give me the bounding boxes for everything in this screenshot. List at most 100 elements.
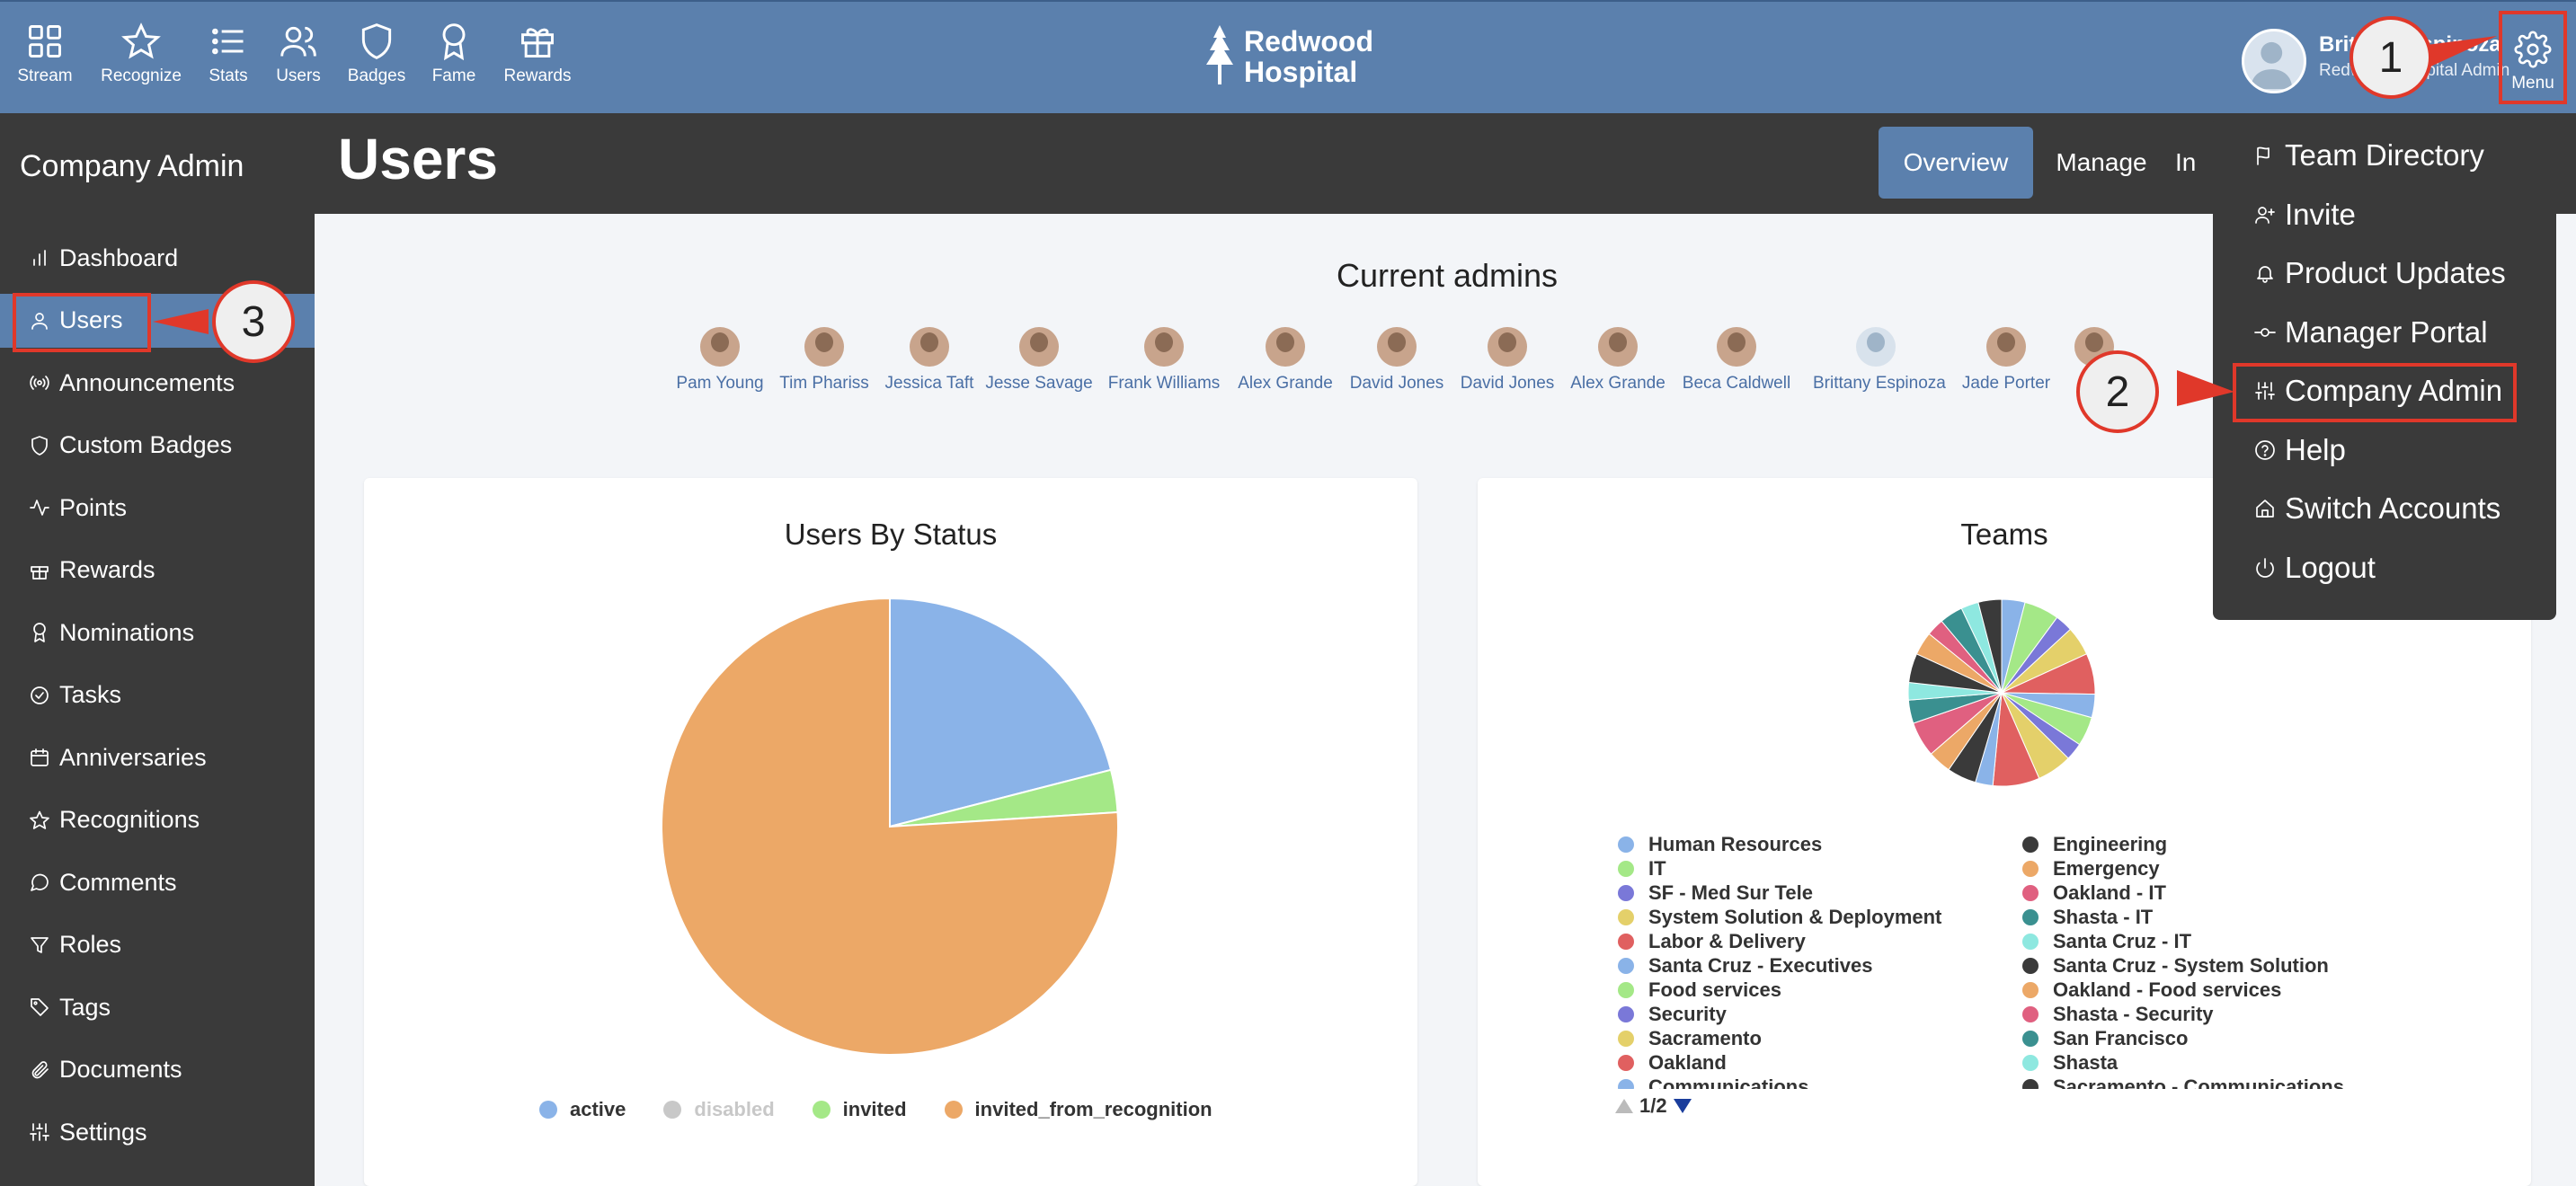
admin-person[interactable]: David Jones [1444, 327, 1570, 394]
admin-person[interactable]: Jesse Savage [976, 327, 1102, 394]
pie-slice-sacramento-communications[interactable] [1977, 598, 2003, 694]
legend-item[interactable]: Shasta - IT [2022, 905, 2400, 929]
brand-logo[interactable]: Redwood Hospital [1204, 25, 1373, 88]
admin-person[interactable]: Brittany Espinoza [1813, 327, 1946, 394]
nav-users[interactable]: Users [258, 22, 339, 86]
legend-item[interactable]: San Francisco [2022, 1026, 2400, 1050]
legend-item[interactable]: Sacramento [1618, 1026, 1995, 1050]
legend-item[interactable]: Santa Cruz - Executives [1618, 953, 1995, 978]
triangle-up-icon[interactable] [1614, 1097, 1634, 1115]
legend-item[interactable]: Oakland [1618, 1050, 1995, 1075]
paperclip-icon [31, 1060, 49, 1078]
nav-stream[interactable]: Stream [4, 22, 85, 86]
sidebar-item-rewards[interactable]: Rewards [0, 544, 315, 597]
nav-stats[interactable]: Stats [188, 22, 269, 86]
legend-item[interactable]: Emergency [2022, 856, 2400, 881]
triangle-down-icon[interactable] [1673, 1097, 1692, 1115]
avatar [1856, 327, 1896, 367]
legend-item[interactable]: Sacramento - Communications [2022, 1075, 2400, 1089]
legend-item[interactable]: Food services [1618, 978, 1995, 1002]
tab-manage[interactable]: Manage [2056, 148, 2147, 176]
nav-recognize[interactable]: Recognize [101, 22, 182, 86]
menu-item-team-directory[interactable]: Team Directory [2254, 138, 2484, 173]
teams-legend-col-1: Human Resources IT SF - Med Sur Tele System… [1618, 832, 1995, 1089]
legend-item[interactable]: IT [1618, 856, 1995, 881]
legend-item[interactable]: Santa Cruz - IT [2022, 929, 2400, 953]
users-by-status-pie [661, 597, 1119, 1056]
admin-person[interactable]: Jessica Taft [866, 327, 992, 394]
gear-icon [2514, 31, 2552, 68]
legend-item[interactable]: System Solution & Deployment [1618, 905, 1995, 929]
menu-item-company-admin[interactable]: Company Admin [2254, 374, 2502, 408]
admin-person[interactable]: Tim Phariss [761, 327, 887, 394]
user-avatar[interactable] [2242, 29, 2306, 93]
menu-item-manager-portal[interactable]: Manager Portal [2254, 315, 2488, 350]
admin-person[interactable]: Beca Caldwell [1674, 327, 1799, 394]
menu-item-help[interactable]: Help [2254, 433, 2346, 467]
legend-item[interactable]: Oakland - IT [2022, 881, 2400, 905]
admin-person[interactable]: Frank Williams [1101, 327, 1227, 394]
tab-overview[interactable]: Overview [1879, 127, 2033, 199]
sidebar-item-documents[interactable]: Documents [0, 1043, 315, 1097]
legend-item[interactable]: Communications [1618, 1075, 1995, 1089]
legend-page: 1/2 [1639, 1094, 1667, 1117]
legend-item[interactable]: SF - Med Sur Tele [1618, 881, 1995, 905]
menu-item-label: Logout [2285, 550, 2376, 584]
nav-badges[interactable]: Badges [336, 22, 417, 86]
legend-item[interactable]: Engineering [2022, 832, 2400, 856]
tree-icon [1206, 25, 1233, 84]
menu-button[interactable]: Menu [2499, 11, 2567, 104]
avatar [1717, 327, 1756, 367]
sidebar-item-custom-badges[interactable]: Custom Badges [0, 419, 315, 473]
sidebar-item-points[interactable]: Points [0, 481, 315, 535]
legend-label: IT [1648, 856, 1666, 880]
sidebar-item-tasks[interactable]: Tasks [0, 668, 315, 722]
legend-dot [1618, 933, 1634, 950]
legend-item[interactable]: Human Resources [1618, 832, 1995, 856]
legend-dot [2022, 1054, 2039, 1071]
legend-item-active[interactable]: active [539, 1098, 626, 1121]
menu-item-invite[interactable]: Invite [2254, 198, 2356, 232]
sidebar-item-nominations[interactable]: Nominations [0, 606, 315, 659]
legend-item[interactable]: Oakland - Food services [2022, 978, 2400, 1002]
avatar [804, 327, 844, 367]
legend-item-invited[interactable]: invited [812, 1098, 907, 1121]
legend-item-invited-from-recognition[interactable]: invited_from_recognition [944, 1098, 1212, 1121]
legend-item[interactable]: Shasta - Security [2022, 1002, 2400, 1026]
legend-dot [2022, 1078, 2039, 1089]
sidebar-item-announcements[interactable]: Announcements [0, 356, 315, 410]
pie-slice-invited-from-recognition[interactable] [661, 597, 1119, 1056]
sidebar-item-anniversaries[interactable]: Anniversaries [0, 730, 315, 784]
sidebar-item-label: Custom Badges [59, 431, 233, 458]
nav-fame[interactable]: Fame [413, 22, 494, 86]
sidebar-item-roles[interactable]: Roles [0, 918, 315, 972]
menu-item-logout[interactable]: Logout [2254, 551, 2376, 585]
pie-slice-active[interactable] [889, 597, 1113, 828]
sidebar-item-comments[interactable]: Comments [0, 855, 315, 909]
sidebar-item-recognitions[interactable]: Recognitions [0, 793, 315, 847]
admin-person[interactable]: Alex Grande [1222, 327, 1348, 394]
admin-person[interactable]: David Jones [1334, 327, 1460, 394]
sidebar-item-label: Recognitions [59, 806, 200, 833]
legend-item[interactable]: Santa Cruz - System Solution [2022, 953, 2400, 978]
shield-icon [361, 23, 392, 59]
tab-invite[interactable]: In [2175, 148, 2197, 176]
admin-person[interactable]: Pam Young [657, 327, 783, 394]
legend-item-disabled[interactable]: disabled [663, 1098, 775, 1121]
avatar [1019, 327, 1059, 367]
menu-item-product-updates[interactable]: Product Updates [2254, 256, 2506, 290]
nav-rewards[interactable]: Rewards [497, 22, 578, 86]
sidebar-item-tags[interactable]: Tags [0, 980, 315, 1034]
avatar [1266, 327, 1305, 367]
admin-person[interactable]: Alex Grande [1555, 327, 1681, 394]
legend-label: Food services [1648, 978, 1781, 1001]
sidebar-item-dashboard[interactable]: Dashboard [0, 231, 315, 285]
page-header [315, 113, 2576, 214]
admin-person[interactable]: Jade Porter [1943, 327, 2069, 394]
legend-item[interactable]: Labor & Delivery [1618, 929, 1995, 953]
sidebar-item-settings[interactable]: Settings [0, 1105, 315, 1159]
menu-item-switch-accounts[interactable]: Switch Accounts [2254, 491, 2500, 526]
legend-item[interactable]: Security [1618, 1002, 1995, 1026]
legend-item[interactable]: Shasta [2022, 1050, 2400, 1075]
comment-icon [31, 873, 49, 891]
